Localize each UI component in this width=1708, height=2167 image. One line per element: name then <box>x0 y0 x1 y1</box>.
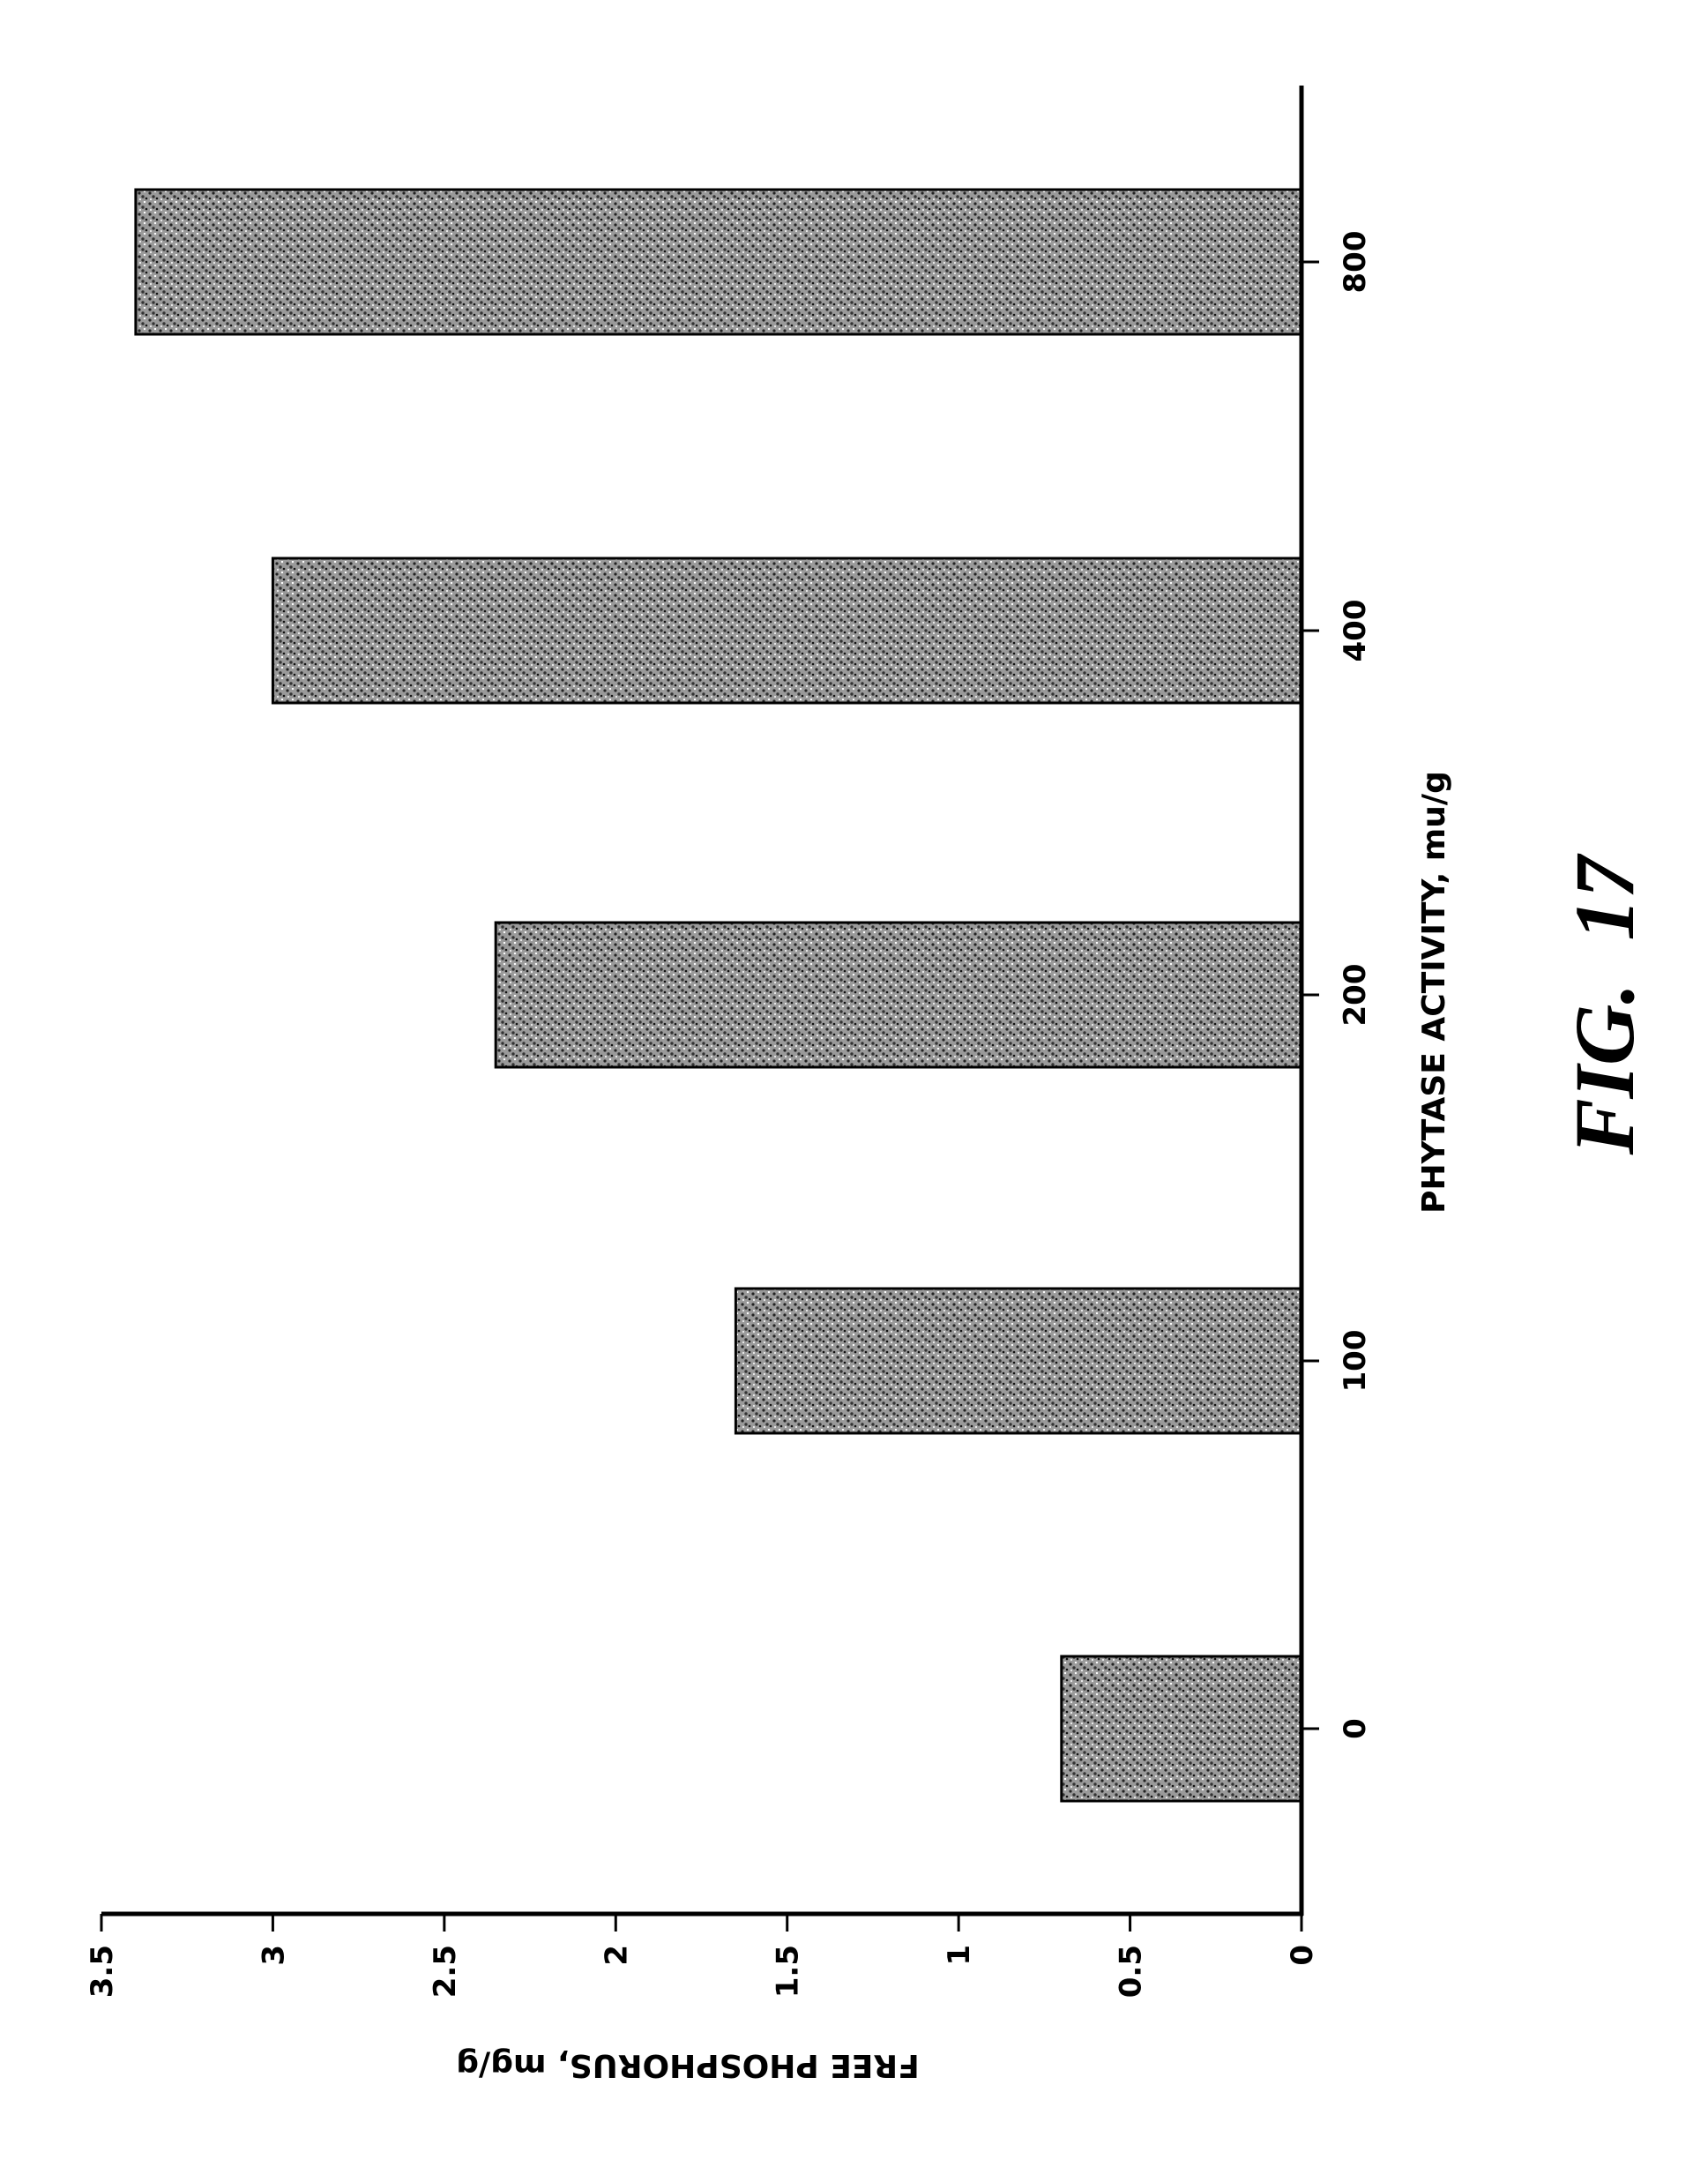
x-tick-label: 0 <box>1338 1718 1373 1739</box>
x-tick-label: 400 <box>1338 600 1373 662</box>
y-tick-label: 3 <box>256 1945 291 1966</box>
bar-100 <box>734 1287 1303 1435</box>
x-tick-label: 800 <box>1338 231 1373 294</box>
x-tick-label: 100 <box>1338 1330 1373 1393</box>
bar-400 <box>271 557 1303 705</box>
x-tick-label: 200 <box>1338 964 1373 1027</box>
y-tick-label: 1 <box>942 1945 977 1966</box>
y-tick-label: 3.5 <box>85 1945 120 1998</box>
bar-800 <box>134 188 1303 336</box>
x-axis-title: PHYTASE ACTIVITY, mu/g <box>1416 771 1452 1214</box>
y-tick-label: 0 <box>1285 1945 1320 1966</box>
y-tick-label: 2 <box>599 1945 634 1966</box>
y-axis-title: FREE PHOSPHORUS, mg/g <box>456 2047 919 2083</box>
bar-200 <box>494 921 1303 1069</box>
y-tick-label: 1.5 <box>771 1945 806 1998</box>
figure-label: FIG. 17 <box>1557 853 1652 1156</box>
y-tick-label: 0.5 <box>1114 1945 1149 1998</box>
y-tick-label: 2.5 <box>428 1945 463 1998</box>
bar-0 <box>1060 1655 1303 1803</box>
